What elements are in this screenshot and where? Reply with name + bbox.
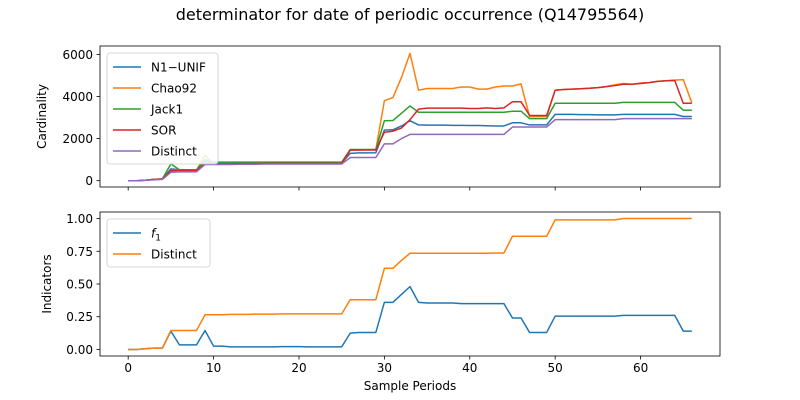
- x-tick-label: 0: [124, 361, 132, 375]
- x-tick-label: 20: [291, 361, 306, 375]
- x-tick-label: 60: [633, 361, 648, 375]
- y-tick-label: 1.00: [66, 212, 93, 226]
- y-axis-label: Cardinality: [35, 84, 49, 149]
- series-line-0: [128, 285, 692, 351]
- x-axis-label: Sample Periods: [364, 379, 456, 393]
- series-line-4: [128, 117, 692, 182]
- figure-title: determinator for date of periodic occurr…: [176, 5, 644, 24]
- y-tick-label: 0.75: [66, 245, 93, 259]
- legend-label: Distinct: [151, 145, 197, 159]
- legend-label: N1−UNIF: [151, 61, 206, 75]
- y-tick-label: 0.50: [66, 278, 93, 292]
- x-tick-label: 50: [548, 361, 563, 375]
- legend-box: [106, 52, 219, 165]
- indicators-panel: 0 10 20 30 40 50 60 0.00 0.25 0.50 0.75 1.00 Indicat…: [40, 211, 721, 393]
- series-line-2: [128, 101, 692, 182]
- y-tick-label: 0.25: [66, 310, 93, 324]
- y-tick-label: 6000: [62, 48, 93, 62]
- cardinality-panel: 0 2000 4000 6000 Cardinality N1−UNIF Chao92 Jac…: [35, 45, 721, 191]
- y-tick-label: 2000: [62, 132, 93, 146]
- y-tick-label: 0.00: [66, 343, 93, 357]
- x-tick-label: 40: [462, 361, 477, 375]
- legend-box: [106, 218, 211, 268]
- x-tick-label: 30: [377, 361, 392, 375]
- x-tick-label: 10: [206, 361, 221, 375]
- y-axis-label: Indicators: [40, 254, 54, 313]
- legend-label: SOR: [151, 124, 176, 138]
- y-tick-label: 4000: [62, 90, 93, 104]
- legend-label: Chao92: [151, 82, 197, 96]
- legend-label: f1: [151, 227, 161, 244]
- axes-frame: [99, 45, 721, 188]
- legend-label: Jack1: [150, 103, 183, 117]
- legend-label: Distinct: [151, 248, 197, 262]
- y-tick-label: 0: [85, 174, 93, 188]
- series-line-1: [128, 217, 692, 351]
